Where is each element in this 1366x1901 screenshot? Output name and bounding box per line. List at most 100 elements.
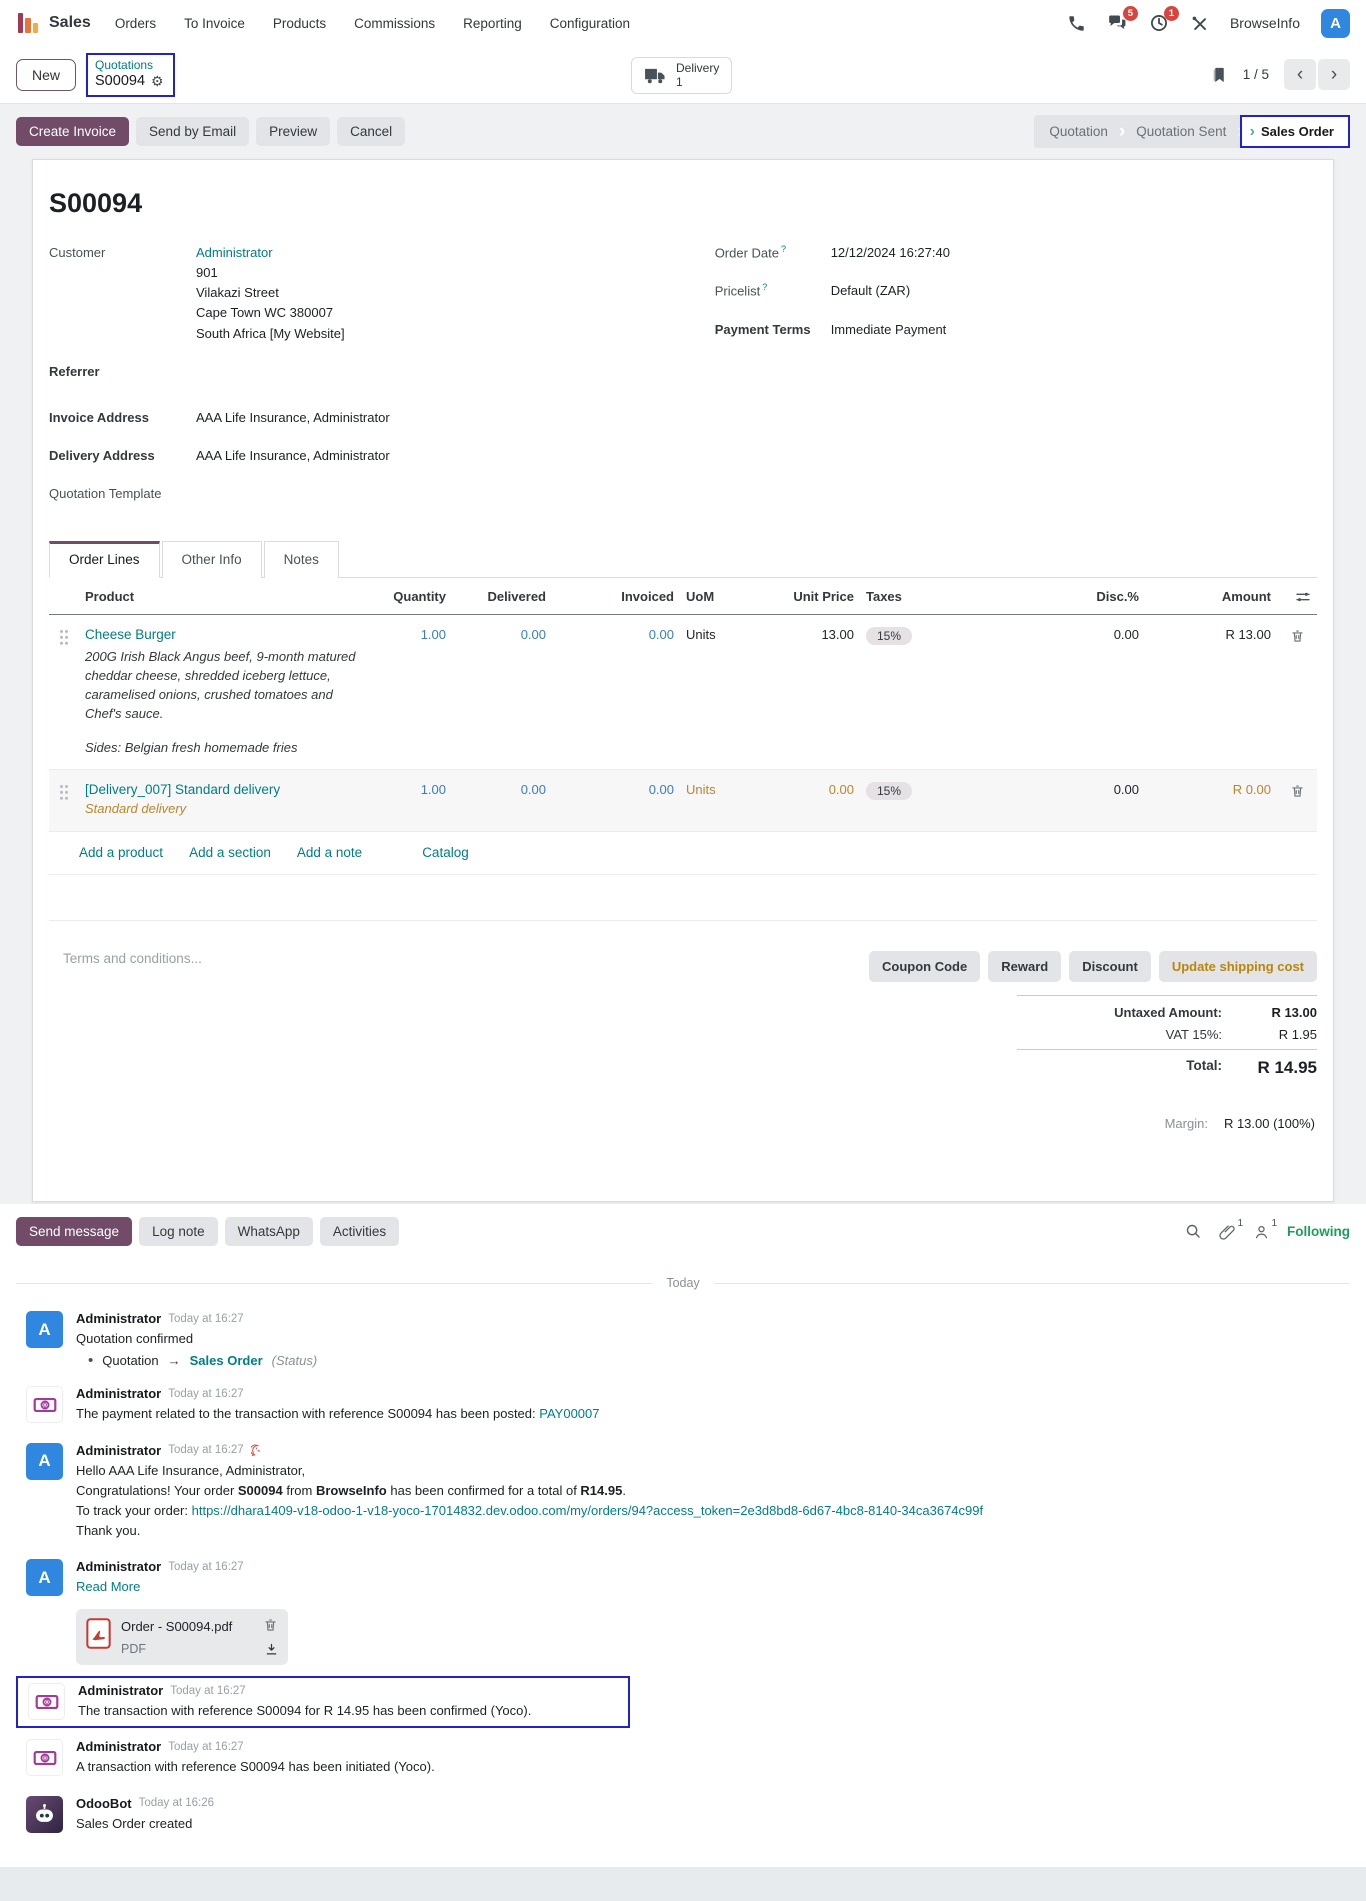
- preview-button[interactable]: Preview: [256, 117, 331, 146]
- following-toggle[interactable]: Following: [1287, 1224, 1350, 1240]
- unit-price-cell[interactable]: 13.00: [821, 627, 854, 643]
- tools-icon[interactable]: [1190, 14, 1209, 33]
- pager-next-button[interactable]: ›: [1318, 59, 1350, 90]
- nav-menu-reporting[interactable]: Reporting: [463, 15, 522, 31]
- tab-notes[interactable]: Notes: [263, 541, 339, 579]
- message-link[interactable]: Read More: [76, 1579, 141, 1595]
- message-link[interactable]: PAY00007: [539, 1406, 600, 1422]
- attachment-name[interactable]: Order - S00094.pdf: [121, 1619, 233, 1635]
- message-text: Hello AAA Life Insurance, Administrator,: [76, 1462, 306, 1478]
- gear-icon[interactable]: ⚙: [151, 72, 164, 89]
- send-message-button[interactable]: Send message: [16, 1217, 133, 1247]
- tab-order-lines[interactable]: Order Lines: [49, 541, 160, 579]
- delete-attachment-icon[interactable]: [263, 1617, 278, 1633]
- nav-menu-configuration[interactable]: Configuration: [549, 15, 631, 31]
- uom-cell[interactable]: Units: [686, 782, 716, 798]
- new-button[interactable]: New: [16, 58, 77, 91]
- taxes-cell[interactable]: 15%: [860, 615, 995, 657]
- nav-menu-to-invoice[interactable]: To Invoice: [184, 15, 245, 31]
- search-messages-icon[interactable]: [1185, 1223, 1202, 1240]
- discount-button[interactable]: Discount: [1069, 951, 1151, 983]
- add-a-note-link[interactable]: Add a note: [296, 845, 363, 861]
- message-author[interactable]: Administrator: [76, 1739, 162, 1755]
- uom-cell[interactable]: Units: [686, 627, 716, 643]
- message-author[interactable]: OdooBot: [76, 1795, 132, 1811]
- customer-link[interactable]: Administrator: [196, 245, 273, 260]
- invoiced-cell[interactable]: 0.00: [648, 627, 674, 643]
- breadcrumb-parent[interactable]: Quotations: [95, 57, 154, 72]
- activities-button[interactable]: Activities: [319, 1217, 400, 1247]
- catalog-link[interactable]: Catalog: [422, 845, 469, 861]
- user-avatar[interactable]: A: [1321, 8, 1350, 38]
- voip-phone-icon[interactable]: [1067, 14, 1086, 33]
- nav-menu-products[interactable]: Products: [272, 15, 327, 31]
- attachments-icon[interactable]: 1: [1219, 1218, 1243, 1241]
- add-a-section-link[interactable]: Add a section: [189, 845, 271, 861]
- nav-menu-orders[interactable]: Orders: [114, 15, 157, 31]
- terms-placeholder[interactable]: Terms and conditions...: [63, 951, 202, 967]
- message-author[interactable]: Administrator: [76, 1386, 162, 1402]
- arrow-right-icon: →: [167, 1353, 181, 1369]
- message-author[interactable]: Administrator: [78, 1683, 164, 1699]
- message-author[interactable]: Administrator: [76, 1311, 162, 1327]
- invoice-address-value[interactable]: AAA Life Insurance, Administrator: [196, 409, 390, 425]
- tracking-new-value[interactable]: Sales Order: [189, 1353, 263, 1369]
- status-step-quotation[interactable]: Quotation: [1049, 124, 1108, 139]
- attachment-card[interactable]: Order - S00094.pdf PDF: [76, 1609, 288, 1666]
- product-link[interactable]: [Delivery_007] Standard delivery: [85, 782, 281, 798]
- message-author[interactable]: Administrator: [76, 1559, 162, 1575]
- cancel-button[interactable]: Cancel: [337, 117, 406, 146]
- nav-menu-commissions[interactable]: Commissions: [354, 15, 436, 31]
- message-line: Hello AAA Life Insurance, Administrator,: [76, 1461, 1340, 1481]
- create-invoice-button[interactable]: Create Invoice: [16, 117, 130, 146]
- delivered-cell[interactable]: 0.00: [520, 782, 546, 798]
- invoiced-cell[interactable]: 0.00: [648, 782, 674, 798]
- unit-price-cell[interactable]: 0.00: [828, 782, 854, 798]
- pager-previous-button[interactable]: ‹: [1284, 59, 1316, 90]
- whatsapp-button[interactable]: WhatsApp: [224, 1217, 313, 1247]
- payment-terms-value[interactable]: Immediate Payment: [830, 321, 947, 337]
- discount-cell[interactable]: 0.00: [1113, 627, 1139, 643]
- delete-line-icon[interactable]: [1277, 770, 1317, 799]
- quantity-cell[interactable]: 1.00: [420, 627, 446, 643]
- drag-handle-icon[interactable]: [49, 770, 79, 801]
- help-icon: ?: [762, 282, 768, 293]
- reward-button[interactable]: Reward: [988, 951, 1062, 983]
- optional-columns-icon[interactable]: [1277, 578, 1317, 614]
- drag-handle-icon[interactable]: [49, 615, 79, 646]
- message-link[interactable]: https://dhara1409-v18-odoo-1-v18-yoco-17…: [191, 1502, 984, 1518]
- followers-icon[interactable]: 1: [1253, 1218, 1277, 1241]
- delivery-address-value[interactable]: AAA Life Insurance, Administrator: [196, 447, 390, 463]
- status-step-sales-order[interactable]: › Sales Order: [1239, 115, 1350, 148]
- log-note-button[interactable]: Log note: [139, 1217, 218, 1247]
- delivered-cell[interactable]: 0.00: [520, 627, 546, 643]
- bookmark-icon[interactable]: [1211, 65, 1228, 85]
- delete-line-icon[interactable]: [1277, 615, 1317, 644]
- company-name[interactable]: BrowseInfo: [1229, 15, 1300, 31]
- description-spacer: [85, 724, 356, 739]
- margin-value: R 13.00 (100%): [1223, 1116, 1315, 1132]
- quantity-cell[interactable]: 1.00: [420, 782, 446, 798]
- message-author[interactable]: Administrator: [76, 1442, 162, 1458]
- tab-other-info[interactable]: Other Info: [161, 541, 262, 579]
- send-by-email-button[interactable]: Send by Email: [136, 117, 250, 146]
- add-a-product-link[interactable]: Add a product: [79, 845, 164, 861]
- action-buttons: Create Invoice Send by Email Preview Cancel: [16, 117, 406, 146]
- status-step-quotation-sent[interactable]: Quotation Sent: [1136, 124, 1227, 139]
- messages-icon[interactable]: 5: [1107, 6, 1138, 33]
- taxes-cell[interactable]: 15%: [860, 770, 995, 812]
- delivery-stat-button[interactable]: Delivery 1: [631, 57, 733, 94]
- discount-cell[interactable]: 0.00: [1113, 782, 1139, 798]
- activities-clock-icon[interactable]: 1: [1149, 6, 1179, 33]
- product-cell: Cheese Burger 200G Irish Black Angus beef…: [79, 615, 362, 769]
- download-attachment-icon[interactable]: [264, 1642, 279, 1657]
- order-line-row[interactable]: [Delivery_007] Standard delivery Standard…: [49, 770, 1317, 833]
- app-brand[interactable]: Sales: [16, 11, 91, 35]
- pricelist-value[interactable]: Default (ZAR): [830, 283, 911, 299]
- coupon-code-button[interactable]: Coupon Code: [869, 951, 981, 983]
- order-date-value[interactable]: 12/12/2024 16:27:40: [830, 245, 950, 260]
- product-link[interactable]: Cheese Burger: [85, 627, 176, 643]
- update-shipping-cost-button[interactable]: Update shipping cost: [1158, 951, 1317, 983]
- payment-avatar: 0: [26, 1386, 63, 1424]
- order-line-row[interactable]: Cheese Burger 200G Irish Black Angus beef…: [49, 615, 1317, 771]
